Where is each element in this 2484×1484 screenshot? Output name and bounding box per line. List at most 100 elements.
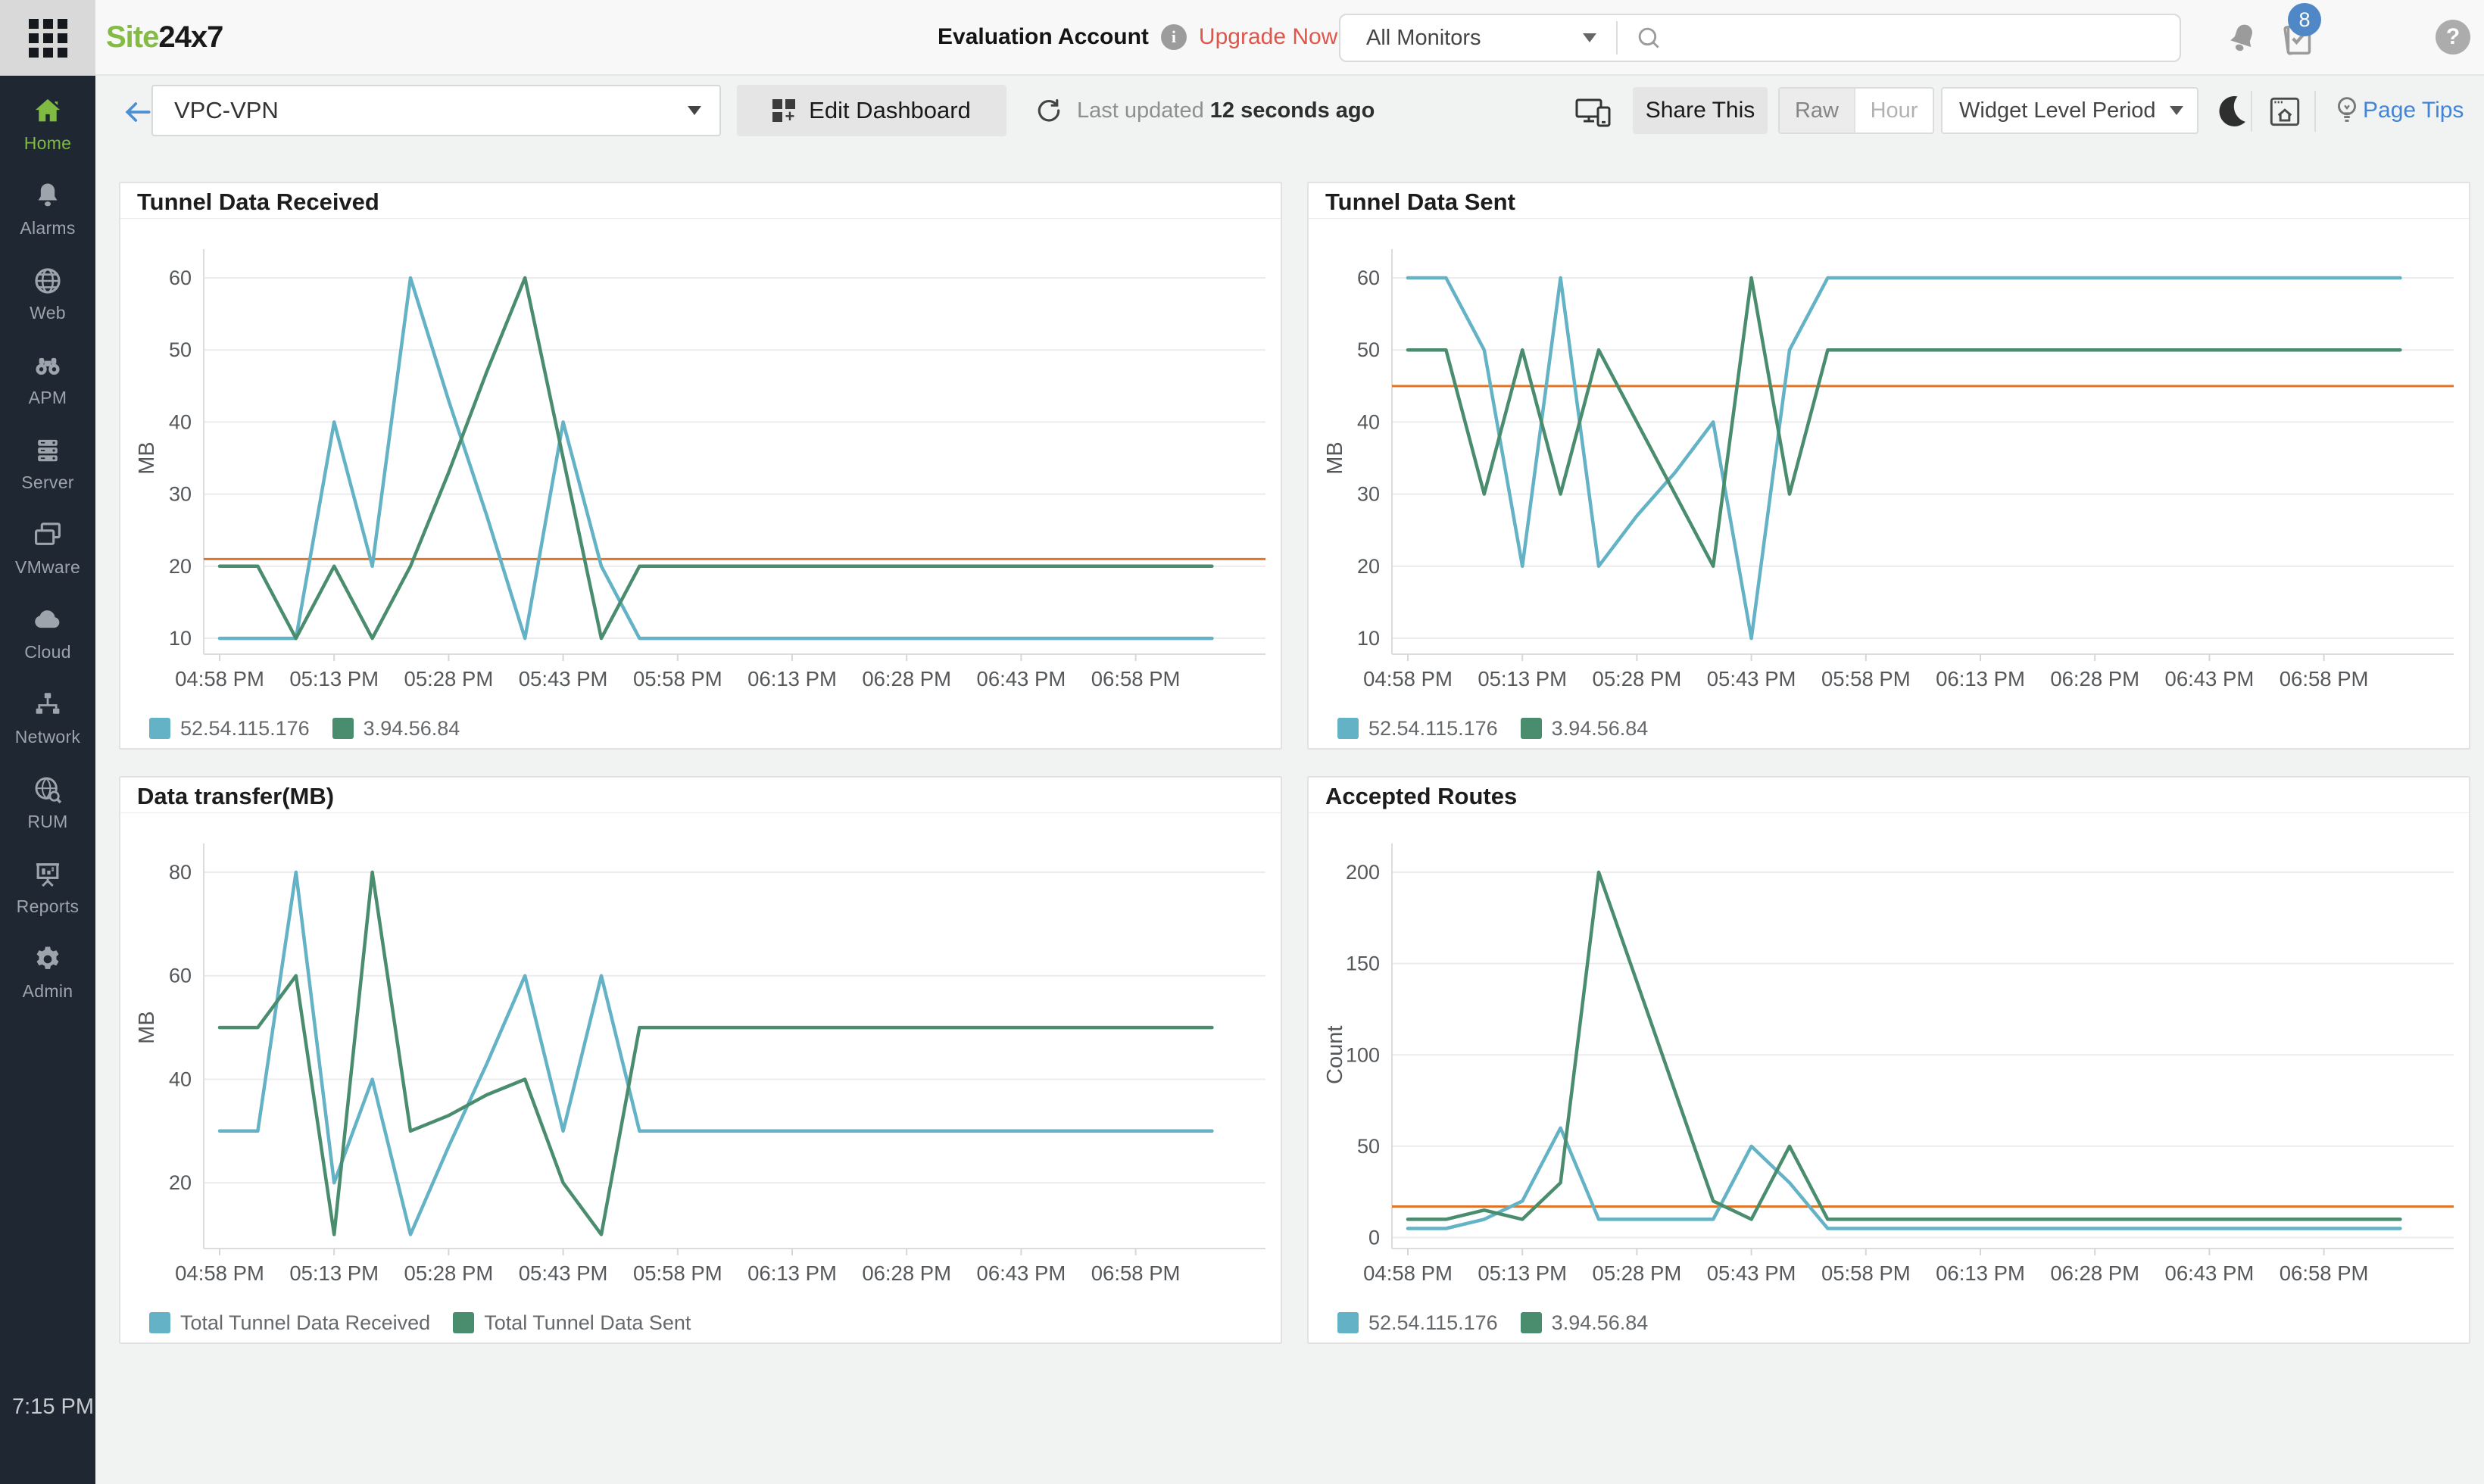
sidebar-item-network[interactable]: Network xyxy=(0,675,95,760)
legend-item[interactable]: 52.54.115.176 xyxy=(1337,1311,1498,1335)
svg-text:10: 10 xyxy=(1357,627,1380,650)
search-input[interactable] xyxy=(1663,15,2180,61)
legend-swatch xyxy=(1337,718,1359,739)
svg-text:06:58 PM: 06:58 PM xyxy=(1091,1261,1181,1285)
svg-text:04:58 PM: 04:58 PM xyxy=(175,1261,264,1285)
info-icon[interactable]: i xyxy=(1160,24,1187,50)
upgrade-now-link[interactable]: Upgrade Now xyxy=(1198,24,1338,49)
svg-text:05:58 PM: 05:58 PM xyxy=(1821,1261,1911,1285)
sidebar-item-server[interactable]: Server xyxy=(0,421,95,506)
sidebar-item-admin[interactable]: Admin xyxy=(0,930,95,1015)
legend-item[interactable]: 3.94.56.84 xyxy=(1520,1311,1648,1335)
svg-text:100: 100 xyxy=(1346,1043,1380,1066)
legend-swatch xyxy=(453,1312,475,1333)
apps-grid-button[interactable] xyxy=(0,0,95,76)
svg-text:0: 0 xyxy=(1368,1227,1380,1249)
chevron-down-icon xyxy=(2170,106,2183,115)
svg-text:05:13 PM: 05:13 PM xyxy=(289,1261,379,1285)
svg-text:50: 50 xyxy=(169,338,192,361)
svg-text:06:28 PM: 06:28 PM xyxy=(862,667,951,691)
svg-text:20: 20 xyxy=(1357,555,1380,578)
share-this-button[interactable]: Share This xyxy=(1633,87,1768,134)
sidebar-item-label: Cloud xyxy=(24,642,71,662)
legend-item[interactable]: Total Tunnel Data Sent xyxy=(453,1311,691,1335)
dashboard-name-dropdown[interactable]: VPC-VPN xyxy=(151,85,721,136)
legend-swatch xyxy=(149,718,170,739)
line-chart[interactable]: 0 50 100 150 200 Count 04:58 PM 05:13 PM 05:28 P… xyxy=(1309,813,2469,1304)
site24x7-logo[interactable]: Site 24x7 xyxy=(106,0,223,74)
sidebar-item-vmware[interactable]: VMware xyxy=(0,506,95,591)
svg-text:06:43 PM: 06:43 PM xyxy=(2165,1261,2255,1285)
back-arrow-icon[interactable] xyxy=(121,95,154,129)
monitor-scope-dropdown[interactable]: All Monitors xyxy=(1340,15,1616,61)
sidebar-item-web[interactable]: Web xyxy=(0,251,95,336)
widget-level-period-dropdown[interactable]: Widget Level Period xyxy=(1941,87,2198,134)
refresh-icon[interactable] xyxy=(1034,96,1063,125)
svg-text:06:58 PM: 06:58 PM xyxy=(2280,667,2369,691)
svg-text:05:13 PM: 05:13 PM xyxy=(1478,1261,1567,1285)
line-chart[interactable]: 10 20 30 40 50 60 MB 04:58 PM 05:13 PM 05:28 PM 05… xyxy=(1309,219,2469,709)
edit-dashboard-button[interactable]: Edit Dashboard xyxy=(737,85,1006,136)
gear-icon xyxy=(36,946,59,969)
svg-text:20: 20 xyxy=(169,555,192,578)
network-icon xyxy=(36,693,60,714)
notifications-bell-icon[interactable] xyxy=(2223,20,2261,58)
legend-item[interactable]: Total Tunnel Data Received xyxy=(149,1311,430,1335)
granularity-toggle: Raw Hour xyxy=(1778,87,1934,134)
default-dashboard-icon[interactable] xyxy=(2266,92,2304,130)
widget-data-transfer: Data transfer(MB) 20 40 60 80 MB 04:58 PM 05:1… xyxy=(119,776,1282,1344)
sidebar-item-label: Admin xyxy=(22,981,73,1001)
divider xyxy=(2314,91,2316,132)
help-icon[interactable]: ? xyxy=(2436,20,2470,55)
legend-label: Total Tunnel Data Received xyxy=(180,1311,431,1334)
screens-icon xyxy=(35,522,61,545)
widget-tunnel-data-received: Tunnel Data Received 10 20 30 40 50 60 MB 04:58… xyxy=(119,182,1282,750)
notification-count-badge[interactable]: 8 xyxy=(2288,3,2321,36)
sidebar-item-rum[interactable]: RUM xyxy=(0,760,95,845)
sidebar-item-home[interactable]: Home xyxy=(0,82,95,167)
page-tips-link[interactable]: Page Tips xyxy=(2363,87,2464,134)
legend-item[interactable]: 3.94.56.84 xyxy=(1520,717,1648,740)
sidebar-item-apm[interactable]: APM xyxy=(0,336,95,421)
sidebar-item-label: Alarms xyxy=(20,218,76,238)
svg-text:05:28 PM: 05:28 PM xyxy=(1593,667,1682,691)
svg-text:40: 40 xyxy=(1357,410,1380,433)
dark-mode-moon-icon[interactable] xyxy=(2214,92,2251,129)
svg-text:40: 40 xyxy=(169,1068,192,1090)
sidebar-item-reports[interactable]: Reports xyxy=(0,845,95,930)
presentation-icon xyxy=(36,863,60,887)
svg-text:MB: MB xyxy=(1323,441,1347,475)
account-label: Evaluation Account xyxy=(938,24,1149,49)
globe-icon xyxy=(35,268,61,294)
svg-text:10: 10 xyxy=(169,627,192,650)
sidebar-nav: Home Alarms Web APM Server VMware Cloud Network… xyxy=(0,82,95,1015)
sidebar-item-label: Network xyxy=(14,727,81,747)
sidebar-item-label: VMware xyxy=(14,557,81,577)
dashboard-tiles-icon xyxy=(772,99,796,126)
svg-text:06:13 PM: 06:13 PM xyxy=(1936,667,2025,691)
legend-item[interactable]: 52.54.115.176 xyxy=(1337,717,1498,740)
granularity-raw-option[interactable]: Raw xyxy=(1780,89,1855,132)
sidebar-item-label: APM xyxy=(28,388,67,407)
legend-swatch xyxy=(1520,1312,1542,1333)
chart-legend: Total Tunnel Data Received Total Tunnel D… xyxy=(120,1304,1281,1342)
svg-text:05:13 PM: 05:13 PM xyxy=(289,667,379,691)
line-chart[interactable]: 20 40 60 80 MB 04:58 PM 05:13 PM 05:28 PM 05:43 … xyxy=(120,813,1281,1304)
divider xyxy=(2251,91,2252,132)
line-chart[interactable]: 10 20 30 40 50 60 MB 04:58 PM 05:13 PM 05:28 PM 05… xyxy=(120,219,1281,709)
widget-accepted-routes: Accepted Routes 0 50 100 150 200 Count 04:58 P… xyxy=(1307,776,2470,1344)
svg-text:06:28 PM: 06:28 PM xyxy=(862,1261,951,1285)
share-this-label: Share This xyxy=(1645,98,1755,123)
legend-item[interactable]: 52.54.115.176 xyxy=(149,717,310,740)
svg-text:05:28 PM: 05:28 PM xyxy=(1593,1261,1682,1285)
legend-item[interactable]: 3.94.56.84 xyxy=(332,717,460,740)
devices-icon[interactable] xyxy=(1574,94,1613,130)
binoculars-icon xyxy=(36,357,60,375)
divider xyxy=(1616,21,1618,55)
last-updated-area: Last updated 12 seconds ago xyxy=(1034,85,1375,136)
sidebar-item-cloud[interactable]: Cloud xyxy=(0,591,95,675)
granularity-hour-option[interactable]: Hour xyxy=(1870,98,1918,123)
sidebar-item-alarms[interactable]: Alarms xyxy=(0,167,95,251)
svg-text:06:28 PM: 06:28 PM xyxy=(2050,1261,2139,1285)
bulb-icon[interactable] xyxy=(2330,92,2364,127)
